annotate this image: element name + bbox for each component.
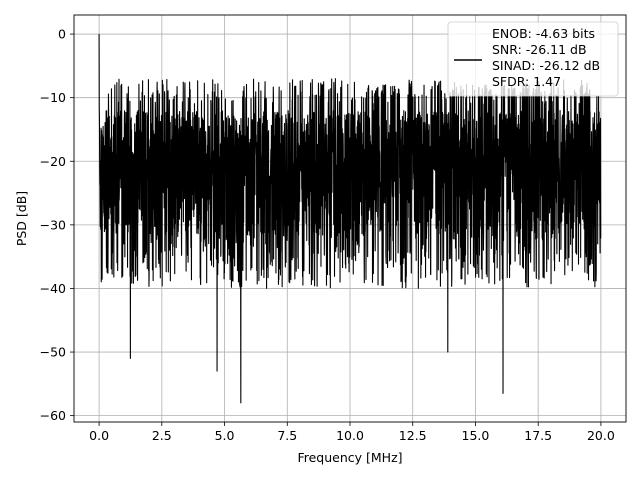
legend-box xyxy=(447,21,619,97)
x-tick-label: 0.0 xyxy=(89,428,109,443)
x-tick-label: 20.0 xyxy=(587,428,615,443)
x-tick-label: 10.0 xyxy=(336,428,364,443)
x-tick-label: 12.5 xyxy=(399,428,427,443)
y-tick-label: −30 xyxy=(40,217,66,232)
legend-sfdr: SFDR: 1.47 xyxy=(492,74,561,89)
y-axis-ticks: 0 −10 −20 −30 −40 −50 −60 xyxy=(40,27,74,423)
x-tick-label: 15.0 xyxy=(462,428,490,443)
x-tick-label: 17.5 xyxy=(524,428,552,443)
x-tick-label: 5.0 xyxy=(215,428,235,443)
y-tick-label: 0 xyxy=(58,27,66,42)
x-tick-label: 7.5 xyxy=(277,428,297,443)
y-tick-label: −40 xyxy=(40,281,66,296)
x-axis-label: Frequency [MHz] xyxy=(297,450,402,465)
x-tick-label: 2.5 xyxy=(152,428,172,443)
y-tick-label: −50 xyxy=(40,345,66,360)
y-axis-label: PSD [dB] xyxy=(14,191,29,246)
y-tick-label: −20 xyxy=(40,154,66,169)
legend-sinad: SINAD: -26.12 dB xyxy=(492,58,600,73)
y-tick-label: −60 xyxy=(40,408,66,423)
x-axis-ticks: 0.0 2.5 5.0 7.5 10.0 12.5 15.0 17.5 20.0 xyxy=(89,422,615,443)
legend: ENOB: -4.63 bits SNR: -26.11 dB SINAD: -… xyxy=(447,21,619,97)
legend-snr: SNR: -26.11 dB xyxy=(492,42,587,57)
y-tick-label: −10 xyxy=(40,90,66,105)
legend-enob: ENOB: -4.63 bits xyxy=(492,26,595,41)
psd-series-line xyxy=(98,34,602,404)
plot-area xyxy=(98,34,602,404)
